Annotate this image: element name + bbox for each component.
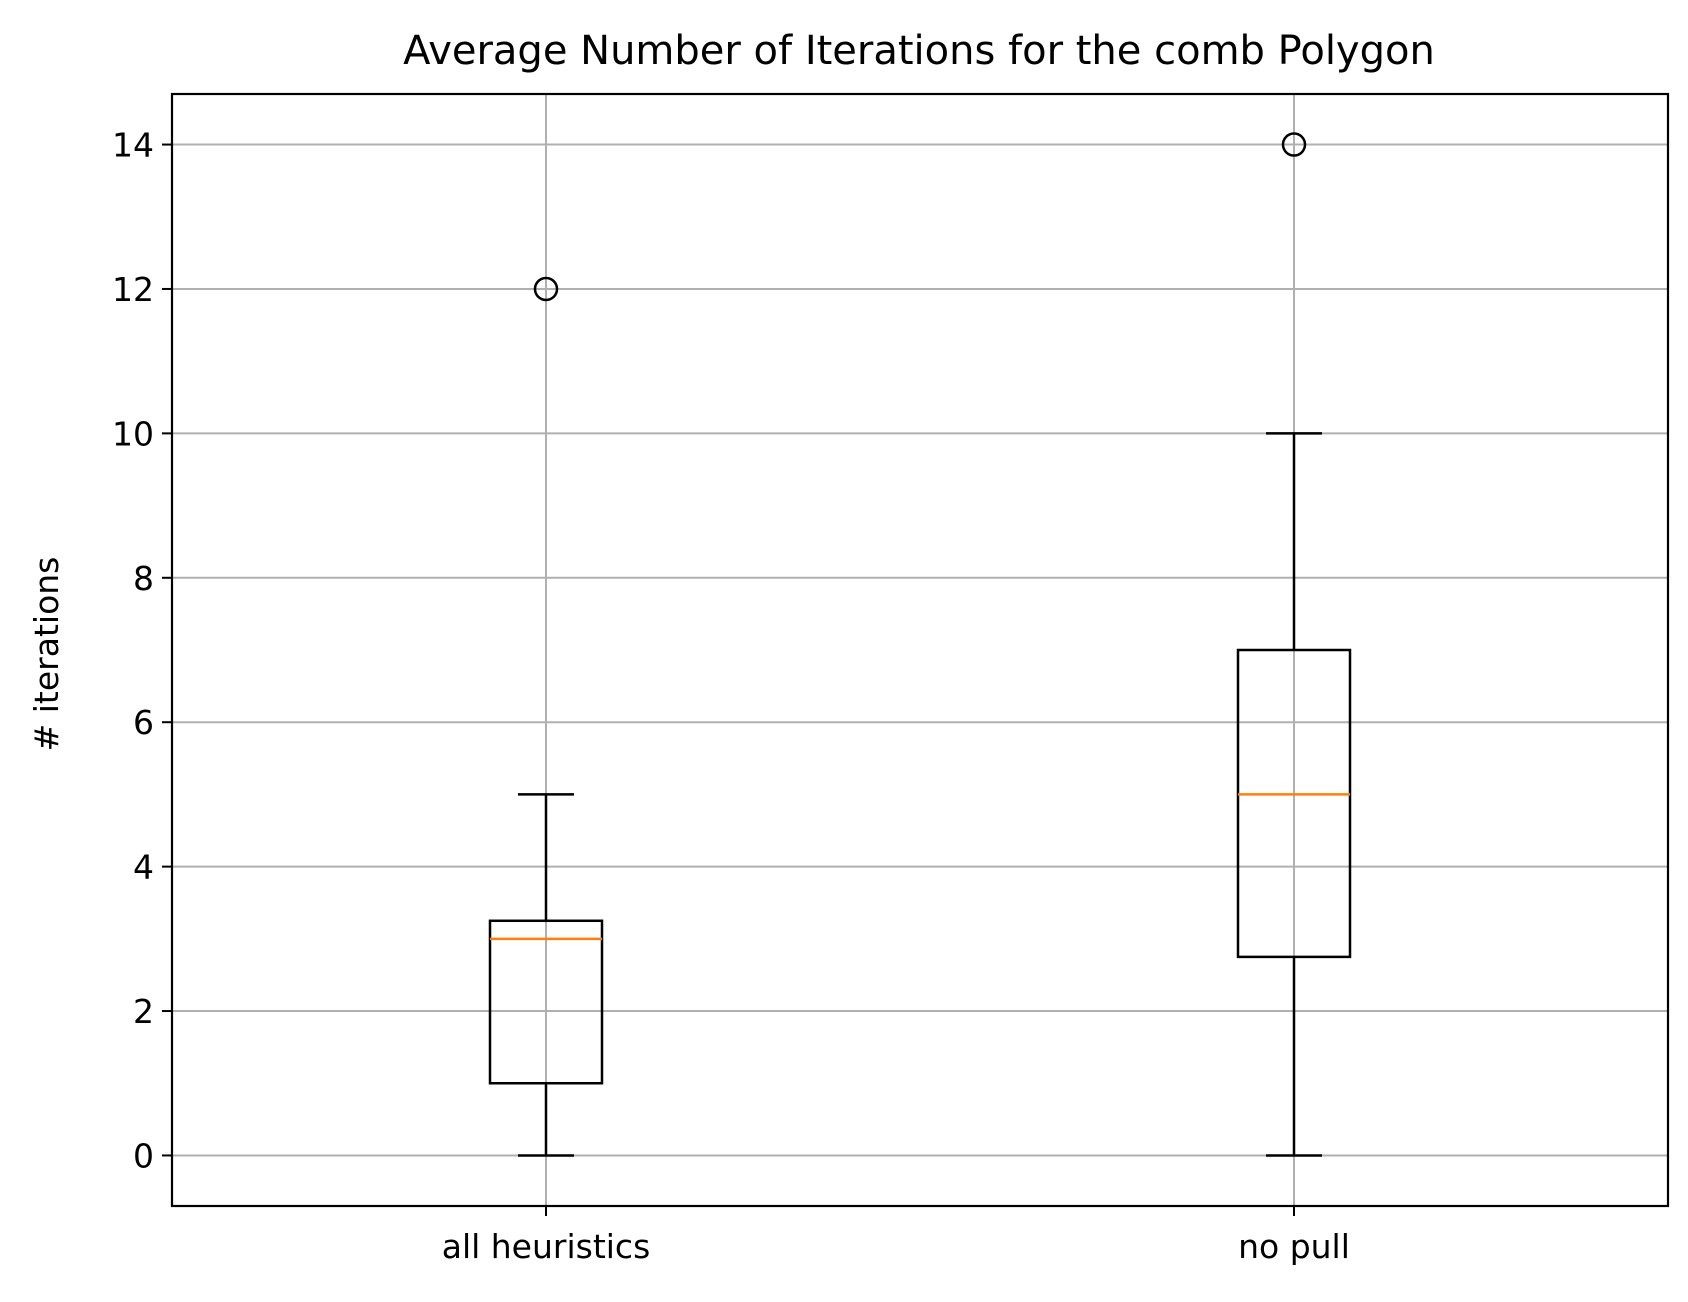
y-tick-label: 0 xyxy=(133,1136,154,1175)
box-layer xyxy=(488,132,1352,1157)
outlier-point xyxy=(533,276,559,302)
y-tick-label: 4 xyxy=(133,848,154,887)
box-group xyxy=(1236,132,1352,1157)
y-tick-label: 12 xyxy=(112,270,154,309)
iqr-box xyxy=(1236,648,1352,959)
y-tick-label: 6 xyxy=(133,703,154,742)
y-tick-label: 10 xyxy=(112,414,154,453)
axis-ticks: 0 2 4 6 8 10 12 14 all heuristics no pull xyxy=(112,126,1350,1266)
y-tick-label: 2 xyxy=(133,992,154,1031)
x-tick-label: no pull xyxy=(1238,1227,1350,1266)
box-group xyxy=(488,276,604,1157)
iqr-box xyxy=(488,919,604,1085)
plot-area-frame xyxy=(170,92,1670,1208)
chart-title: Average Number of Iterations for the com… xyxy=(403,28,1435,74)
x-tick-label: all heuristics xyxy=(442,1227,651,1266)
outlier-point xyxy=(1281,132,1307,157)
y-tick-label: 14 xyxy=(112,126,154,165)
y-tick-label: 8 xyxy=(133,559,154,598)
y-axis-label: # iterations xyxy=(27,557,66,752)
